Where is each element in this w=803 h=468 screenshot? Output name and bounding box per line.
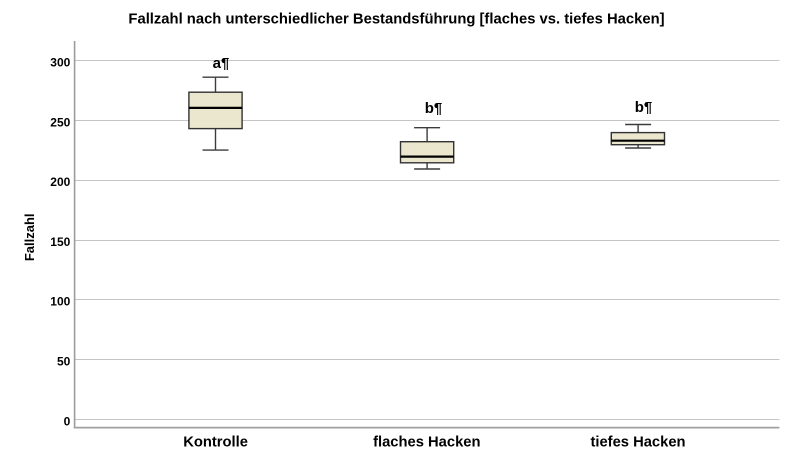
svg-text:b¶: b¶: [425, 100, 443, 117]
svg-text:100: 100: [50, 295, 70, 309]
svg-text:200: 200: [50, 175, 70, 189]
svg-text:flaches Hacken: flaches Hacken: [373, 435, 480, 451]
svg-text:Fallzahl: Fallzahl: [22, 213, 37, 261]
svg-text:0: 0: [64, 414, 71, 428]
svg-text:b¶: b¶: [635, 99, 653, 116]
svg-text:150: 150: [50, 235, 70, 249]
svg-text:250: 250: [50, 115, 70, 129]
svg-text:Kontrolle: Kontrolle: [183, 435, 248, 451]
svg-text:a¶: a¶: [213, 55, 230, 72]
svg-text:50: 50: [57, 355, 71, 369]
svg-text:300: 300: [50, 56, 70, 70]
svg-text:tiefes Hacken: tiefes Hacken: [590, 435, 685, 451]
svg-text:Fallzahl nach unterschiedliche: Fallzahl nach unterschiedlicher Bestands…: [128, 11, 664, 27]
